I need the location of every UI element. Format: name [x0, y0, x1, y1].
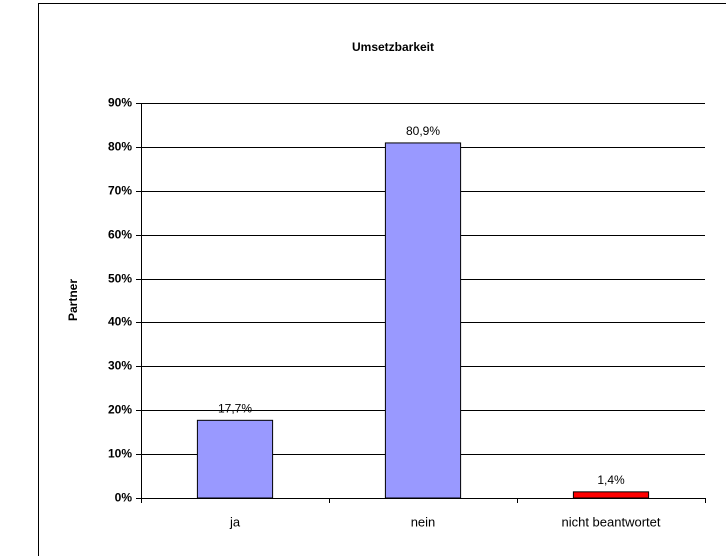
- y-tick-label: 90%: [108, 96, 132, 110]
- y-tick-label: 0%: [115, 491, 133, 505]
- y-tick-label: 20%: [108, 403, 132, 417]
- y-tick-label: 40%: [108, 315, 132, 329]
- y-tick-label: 60%: [108, 228, 132, 242]
- bar: [384, 142, 462, 499]
- chart-title: Umsetzbarkeit: [352, 40, 434, 54]
- y-tick-label: 50%: [108, 272, 132, 286]
- value-label: 1,4%: [597, 473, 625, 487]
- y-tick-label: 30%: [108, 359, 132, 373]
- x-tick-label: nein: [411, 514, 436, 529]
- x-tick-label: ja: [229, 514, 241, 529]
- bar: [572, 491, 650, 499]
- y-tick-label: 70%: [108, 184, 132, 198]
- value-label: 17,7%: [218, 401, 252, 415]
- value-label: 80,9%: [406, 124, 440, 138]
- y-axis-label: Partner: [66, 279, 80, 321]
- y-tick-label: 10%: [108, 447, 132, 461]
- bar: [196, 419, 274, 499]
- x-tick-label: nicht beantwortet: [561, 514, 660, 529]
- y-tick-label: 80%: [108, 140, 132, 154]
